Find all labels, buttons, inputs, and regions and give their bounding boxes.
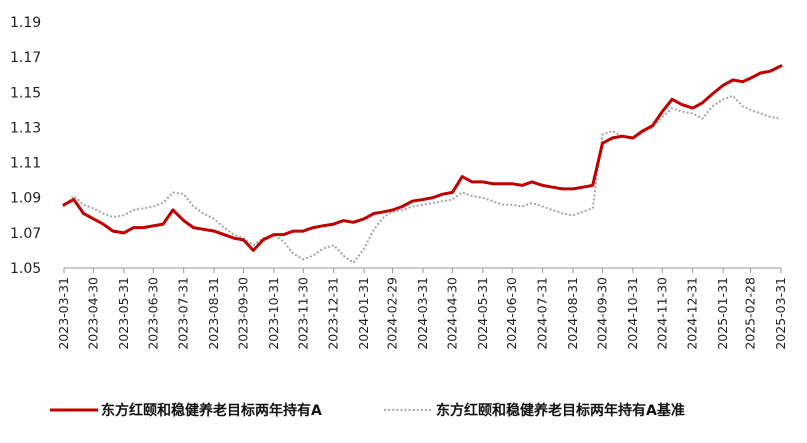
x-tick-label: 2024-05-31 [475, 277, 490, 350]
x-tick-label: 2024-02-29 [385, 277, 400, 350]
x-tick-label: 2023-05-31 [116, 277, 131, 350]
x-tick-label: 2023-10-31 [266, 277, 281, 350]
x-tick-label: 2023-09-30 [235, 277, 250, 350]
x-tick-label: 2024-03-31 [415, 277, 430, 350]
x-tick-label: 2023-03-31 [56, 277, 71, 350]
y-tick-label: 1.11 [10, 156, 41, 172]
x-tick-label: 2023-04-30 [85, 277, 100, 350]
y-tick-label: 1.19 [10, 15, 41, 31]
x-tick-label: 2024-09-30 [594, 277, 609, 350]
legend: 东方红颐和稳健养老目标两年持有A 东方红颐和稳健养老目标两年持有A基准 [50, 402, 685, 419]
x-tick-label: 2023-08-31 [206, 277, 221, 350]
y-tick-label: 1.07 [10, 226, 41, 242]
y-tick-label: 1.05 [10, 261, 41, 277]
y-tick-label: 1.17 [10, 50, 41, 66]
x-tick-label: 2023-11-30 [295, 277, 310, 350]
x-tick-label: 2024-08-31 [565, 277, 580, 350]
legend-label-benchmark: 东方红颐和稳健养老目标两年持有A基准 [436, 402, 685, 419]
x-tick-label: 2024-11-30 [654, 277, 669, 350]
x-tick-label: 2023-06-30 [145, 277, 160, 350]
x-tick-label: 2023-07-31 [176, 277, 191, 350]
x-axis: 2023-03-31 2023-04-30 2023-05-31 2023-06-30… [56, 267, 788, 350]
y-tick-label: 1.15 [10, 85, 41, 101]
y-tick-label: 1.09 [10, 191, 41, 207]
y-axis-ticks: 1.05 1.07 1.09 1.11 1.13 1.15 1.17 1.19 [10, 15, 41, 277]
series-line-fund [62, 64, 783, 252]
x-tick-label: 2024-10-31 [625, 277, 640, 350]
x-tick-label: 2024-12-31 [685, 277, 700, 350]
y-tick-label: 1.13 [10, 120, 41, 136]
x-tick-label: 2024-06-30 [504, 277, 519, 350]
x-tick-label: 2025-03-31 [773, 277, 788, 350]
x-tick-label: 2024-07-31 [535, 277, 550, 350]
series-line-benchmark [62, 94, 783, 264]
x-tick-label: 2025-02-28 [743, 277, 758, 350]
x-tick-label: 2023-12-31 [326, 277, 341, 350]
x-tick-label: 2025-01-31 [715, 277, 730, 350]
legend-label-fund: 东方红颐和稳健养老目标两年持有A [101, 402, 322, 419]
x-tick-label: 2024-01-31 [356, 277, 371, 350]
x-tick-label: 2024-04-30 [444, 277, 459, 350]
series-layer [62, 64, 783, 264]
